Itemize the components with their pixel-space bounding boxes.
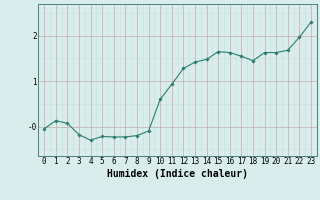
X-axis label: Humidex (Indice chaleur): Humidex (Indice chaleur) — [107, 169, 248, 179]
